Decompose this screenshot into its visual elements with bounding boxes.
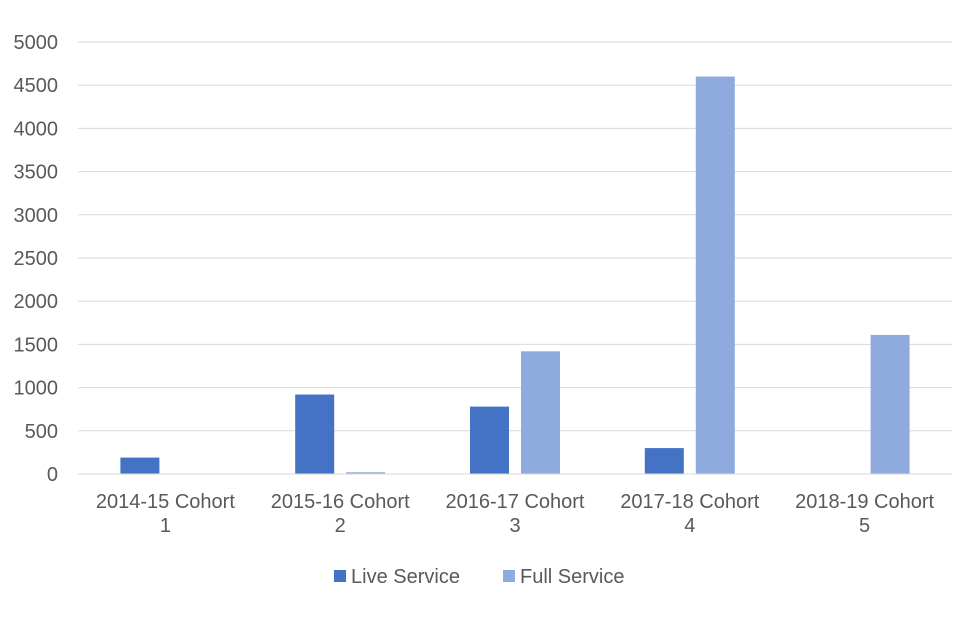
x-tick-label: 4 (684, 515, 695, 537)
x-tick-label: 1 (160, 515, 171, 537)
bar-live-service (470, 406, 509, 474)
bar-live-service (120, 457, 160, 474)
x-tick-label: 2016-17 Cohort (446, 491, 585, 513)
y-tick-label: 4000 (14, 118, 59, 140)
legend-swatch (503, 570, 515, 582)
y-tick-label: 2000 (14, 291, 59, 313)
y-tick-label: 1000 (14, 378, 59, 400)
x-tick-label: 2015-16 Cohort (271, 491, 410, 513)
y-tick-label: 0 (47, 464, 58, 486)
bars (120, 76, 910, 474)
x-tick-label: 3 (509, 515, 520, 537)
x-tick-label: 2018-19 Cohort (795, 491, 934, 513)
bar-full-service (521, 351, 560, 474)
y-tick-label: 500 (25, 421, 58, 443)
bar-full-service (346, 472, 386, 474)
x-tick-label: 2 (335, 515, 346, 537)
x-tick-label: 2017-18 Cohort (620, 491, 759, 513)
y-tick-label: 3500 (14, 162, 59, 184)
gridlines (78, 41, 952, 432)
bar-full-service (695, 76, 735, 474)
y-tick-label: 4500 (14, 75, 59, 97)
bar-live-service (295, 394, 335, 474)
y-tick-label: 2500 (14, 248, 59, 270)
legend-label: Full Service (520, 566, 624, 588)
bar-live-service (644, 448, 684, 474)
y-tick-label: 1500 (14, 334, 59, 356)
x-tick-label: 2014-15 Cohort (96, 491, 235, 513)
legend-label: Live Service (351, 566, 460, 588)
y-tick-label: 3000 (14, 205, 59, 227)
legend: Live Service Full Service (334, 566, 624, 588)
x-tick-label: 5 (859, 515, 870, 537)
y-axis: 0 500 1000 1500 2000 2500 3000 3500 4000 4500 5000 (14, 32, 59, 486)
legend-swatch (334, 570, 346, 582)
y-tick-label: 5000 (14, 32, 59, 54)
bar-full-service (870, 334, 910, 474)
